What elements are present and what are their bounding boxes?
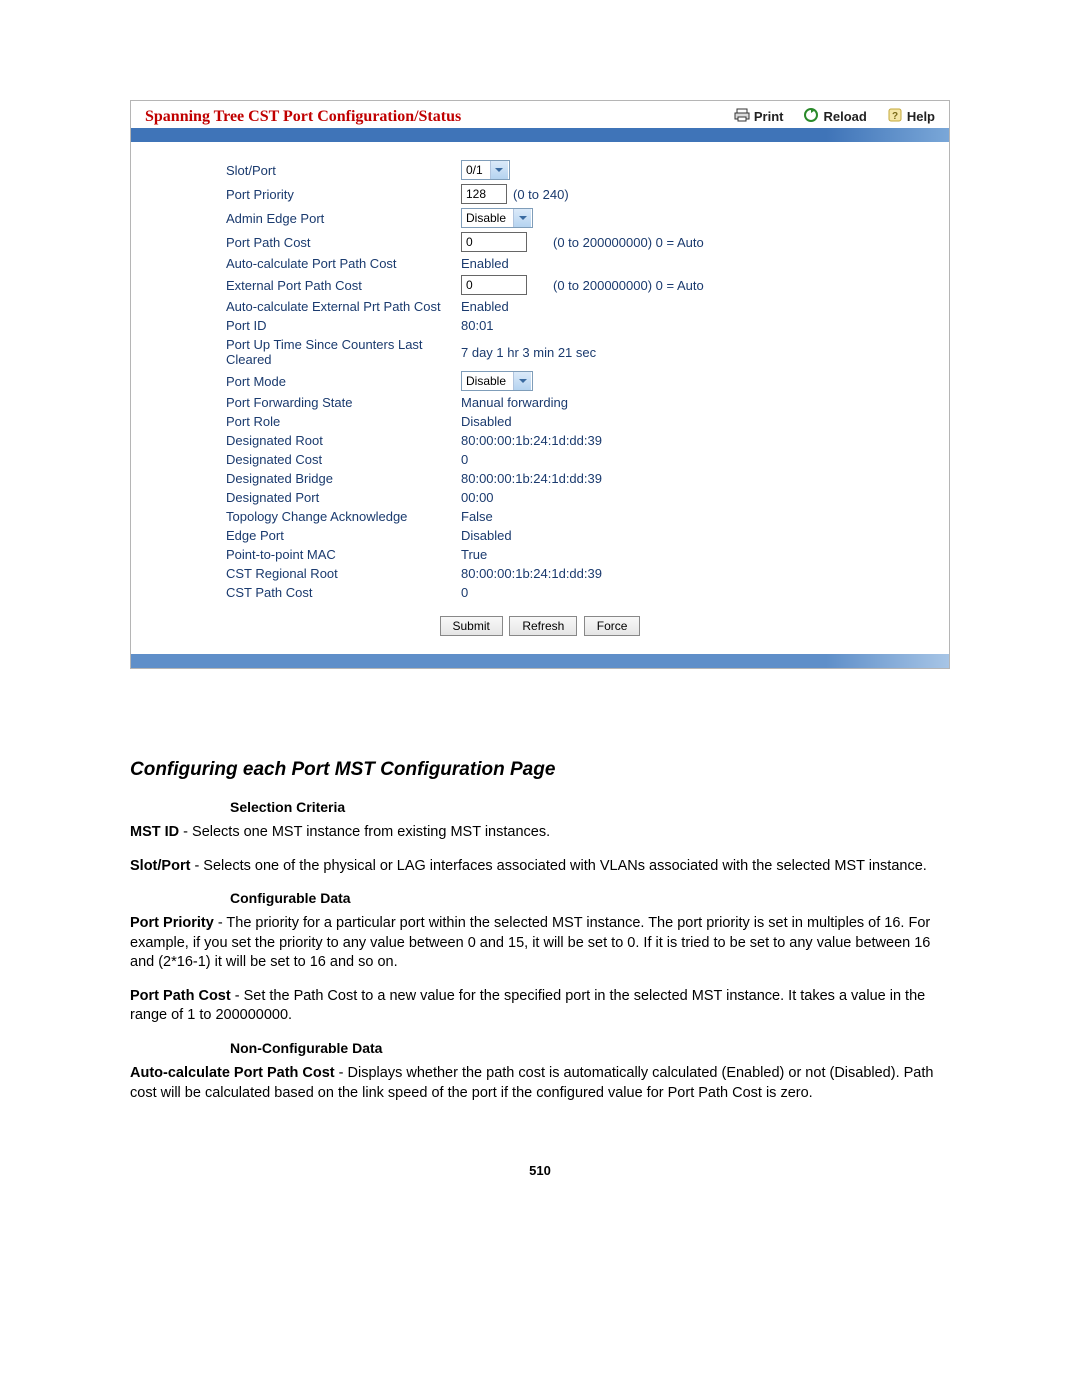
designated-port-value: 00:00 (461, 490, 494, 505)
port-path-cost-input[interactable] (461, 232, 527, 252)
port-role-value: Disabled (461, 414, 512, 429)
port-mode-select[interactable]: Disable (461, 371, 533, 391)
slot-port-text: - Selects one of the physical or LAG int… (190, 858, 926, 874)
ext-port-path-cost-input[interactable] (461, 275, 527, 295)
form-area: Slot/Port 0/1 Port Priority (0 to 240) A… (131, 142, 949, 654)
bottom-bar (131, 654, 949, 668)
slot-port-paragraph: Slot/Port - Selects one of the physical … (130, 857, 950, 877)
port-path-cost-text: - Set the Path Cost to a new value for t… (130, 988, 925, 1024)
label-edge-port: Edge Port (131, 528, 461, 543)
configurable-data-title: Configurable Data (230, 890, 950, 906)
toolbar: Print Reload ? Help (734, 107, 935, 126)
chevron-down-icon (513, 209, 531, 227)
print-label: Print (754, 109, 784, 124)
help-button[interactable]: ? Help (887, 107, 935, 126)
slot-port-term: Slot/Port (130, 858, 190, 874)
ptp-mac-value: True (461, 547, 487, 562)
panel-title: Spanning Tree CST Port Configuration/Sta… (145, 108, 734, 126)
cst-regional-root-value: 80:00:00:1b:24:1d:dd:39 (461, 566, 602, 581)
port-priority-hint: (0 to 240) (513, 187, 569, 202)
port-mode-selected: Disable (462, 374, 512, 388)
port-priority-text: - The priority for a particular port wit… (130, 915, 930, 970)
selection-criteria-title: Selection Criteria (230, 799, 950, 815)
label-port-up-time: Port Up Time Since Counters Last Cleared (131, 337, 461, 367)
reload-icon (803, 107, 819, 126)
port-path-cost-paragraph: Port Path Cost - Set the Path Cost to a … (130, 987, 950, 1026)
help-label: Help (907, 109, 935, 124)
designated-cost-value: 0 (461, 452, 468, 467)
port-id-value: 80:01 (461, 318, 494, 333)
page-container: Spanning Tree CST Port Configuration/Sta… (0, 0, 1080, 1238)
auto-calc-ext-value: Enabled (461, 299, 509, 314)
doc-heading: Configuring each Port MST Configuration … (130, 759, 950, 781)
label-port-mode: Port Mode (131, 374, 461, 389)
label-ext-ppc: External Port Path Cost (131, 278, 461, 293)
topology-change-ack-value: False (461, 509, 493, 524)
edge-port-value: Disabled (461, 528, 512, 543)
port-fwd-state-value: Manual forwarding (461, 395, 568, 410)
mst-id-text: - Selects one MST instance from existing… (179, 824, 550, 840)
port-priority-input[interactable] (461, 184, 507, 204)
admin-edge-port-selected: Disable (462, 211, 512, 225)
mst-id-term: MST ID (130, 824, 179, 840)
label-cst-path-cost: CST Path Cost (131, 585, 461, 600)
label-slot-port: Slot/Port (131, 163, 461, 178)
print-button[interactable]: Print (734, 107, 784, 126)
label-auto-calc-ppc: Auto-calculate Port Path Cost (131, 256, 461, 271)
label-cst-regional-root: CST Regional Root (131, 566, 461, 581)
panel-header: Spanning Tree CST Port Configuration/Sta… (131, 101, 949, 128)
label-port-fwd-state: Port Forwarding State (131, 395, 461, 410)
label-designated-cost: Designated Cost (131, 452, 461, 467)
doc-section: Configuring each Port MST Configuration … (130, 759, 950, 1103)
port-path-cost-hint: (0 to 200000000) 0 = Auto (553, 235, 704, 250)
reload-button[interactable]: Reload (803, 107, 866, 126)
label-port-id: Port ID (131, 318, 461, 333)
designated-bridge-value: 80:00:00:1b:24:1d:dd:39 (461, 471, 602, 486)
auto-calc-term: Auto-calculate Port Path Cost (130, 1065, 335, 1081)
label-port-role: Port Role (131, 414, 461, 429)
page-number: 510 (130, 1163, 950, 1178)
port-priority-term: Port Priority (130, 915, 214, 931)
submit-button[interactable]: Submit (440, 616, 503, 636)
config-panel: Spanning Tree CST Port Configuration/Sta… (130, 100, 950, 669)
help-icon: ? (887, 107, 903, 126)
slot-port-select[interactable]: 0/1 (461, 160, 510, 180)
top-bar (131, 128, 949, 142)
label-designated-bridge: Designated Bridge (131, 471, 461, 486)
auto-calc-paragraph: Auto-calculate Port Path Cost - Displays… (130, 1064, 950, 1103)
designated-root-value: 80:00:00:1b:24:1d:dd:39 (461, 433, 602, 448)
label-topology-change-ack: Topology Change Acknowledge (131, 509, 461, 524)
label-admin-edge-port: Admin Edge Port (131, 211, 461, 226)
non-configurable-data-title: Non-Configurable Data (230, 1040, 950, 1056)
chevron-down-icon (513, 372, 531, 390)
admin-edge-port-select[interactable]: Disable (461, 208, 533, 228)
label-designated-port: Designated Port (131, 490, 461, 505)
cst-path-cost-value: 0 (461, 585, 468, 600)
slot-port-selected: 0/1 (462, 163, 489, 177)
print-icon (734, 107, 750, 126)
label-designated-root: Designated Root (131, 433, 461, 448)
label-auto-calc-ext: Auto-calculate External Prt Path Cost (131, 299, 461, 314)
chevron-down-icon (490, 161, 508, 179)
label-port-path-cost: Port Path Cost (131, 235, 461, 250)
refresh-button[interactable]: Refresh (509, 616, 577, 636)
port-path-cost-term: Port Path Cost (130, 988, 231, 1004)
ext-ppc-hint: (0 to 200000000) 0 = Auto (553, 278, 704, 293)
port-priority-paragraph: Port Priority - The priority for a parti… (130, 914, 950, 973)
button-row: Submit Refresh Force (131, 602, 949, 636)
reload-label: Reload (823, 109, 866, 124)
svg-text:?: ? (892, 111, 898, 122)
force-button[interactable]: Force (584, 616, 641, 636)
label-ptp-mac: Point-to-point MAC (131, 547, 461, 562)
mst-id-paragraph: MST ID - Selects one MST instance from e… (130, 823, 950, 843)
auto-calc-ppc-value: Enabled (461, 256, 509, 271)
port-up-time-value: 7 day 1 hr 3 min 21 sec (461, 345, 596, 360)
label-port-priority: Port Priority (131, 187, 461, 202)
